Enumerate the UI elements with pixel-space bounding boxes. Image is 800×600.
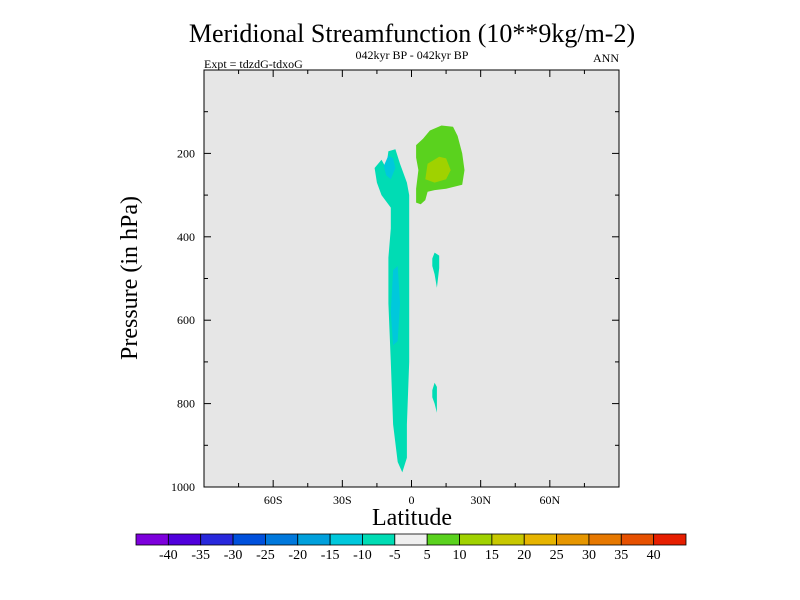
colorbar-swatch — [394, 533, 428, 546]
season-label: ANN — [593, 51, 619, 65]
contour-region-negative-strip-mid — [432, 252, 440, 288]
colorbar-label: -20 — [288, 548, 307, 563]
colorbar-label: 35 — [614, 548, 628, 563]
colorbar-label: 10 — [453, 548, 467, 563]
colorbar-swatch — [297, 533, 331, 546]
x-axis-label: Latitude — [372, 505, 452, 531]
plot-area — [204, 70, 619, 487]
contour-region-positive-cell-core — [425, 156, 451, 183]
x-tick-label: 60S — [264, 493, 283, 507]
colorbar-label: -35 — [191, 548, 210, 563]
chart-title: Meridional Streamfunction (10**9kg/m-2) — [189, 19, 635, 48]
colorbar-label: -40 — [159, 548, 178, 563]
colorbar-label: 5 — [424, 548, 431, 563]
colorbar-swatch — [620, 533, 655, 546]
colorbar-swatch — [653, 533, 687, 546]
colorbar-label: 40 — [647, 548, 661, 563]
y-tick-label: 1000 — [171, 480, 195, 494]
x-tick-label: 0 — [409, 493, 415, 507]
colorbar-swatch — [167, 533, 202, 546]
y-tick-label: 400 — [177, 230, 195, 244]
x-tick-label: 30N — [470, 493, 491, 507]
colorbar-label: -15 — [321, 548, 340, 563]
contour-regions — [374, 125, 465, 473]
x-tick-label: 60N — [539, 493, 560, 507]
colorbar-label: 25 — [550, 548, 564, 563]
colorbar-swatch — [362, 533, 396, 546]
x-axis-ticks: 60S 30S 0 30N 60N — [238, 70, 585, 507]
colorbar-label: -10 — [353, 548, 372, 563]
colorbar: -40 -35 -30 -25 -20 -15 -10 -5 5 10 15 20 25 30 35 40 — [135, 533, 687, 563]
colorbar-swatch — [459, 533, 493, 546]
colorbar-swatch — [426, 533, 460, 546]
colorbar-label: 15 — [485, 548, 499, 563]
y-axis-label: Pressure (in hPa) — [117, 196, 143, 360]
colorbar-swatch — [200, 533, 234, 546]
colorbar-label: -25 — [256, 548, 275, 563]
colorbar-swatch — [135, 533, 169, 546]
experiment-label: Expt = tdzdG-tdxoG — [204, 57, 303, 71]
colorbar-label: -30 — [224, 548, 243, 563]
contour-region-negative-strip-low — [432, 382, 437, 413]
y-tick-label: 600 — [177, 313, 195, 327]
colorbar-swatch — [329, 533, 363, 546]
colorbar-label: -5 — [389, 548, 401, 563]
colorbar-swatch — [588, 533, 622, 546]
colorbar-swatch — [232, 533, 266, 546]
contour-region-negative-cell-core — [383, 155, 396, 180]
colorbar-label: 20 — [517, 548, 531, 563]
colorbar-swatch — [491, 533, 525, 546]
y-tick-label: 200 — [177, 146, 195, 160]
colorbar-swatch — [265, 533, 299, 546]
colorbar-swatch — [556, 533, 590, 546]
y-axis-ticks: 200 400 600 800 1000 — [171, 111, 619, 494]
y-tick-label: 800 — [177, 397, 195, 411]
x-tick-label: 30S — [333, 493, 352, 507]
colorbar-swatch — [523, 533, 557, 546]
contour-region-negative-cell-lower — [390, 266, 400, 346]
chart-subtitle: 042kyr BP - 042kyr BP — [356, 48, 469, 62]
colorbar-label: 30 — [582, 548, 596, 563]
